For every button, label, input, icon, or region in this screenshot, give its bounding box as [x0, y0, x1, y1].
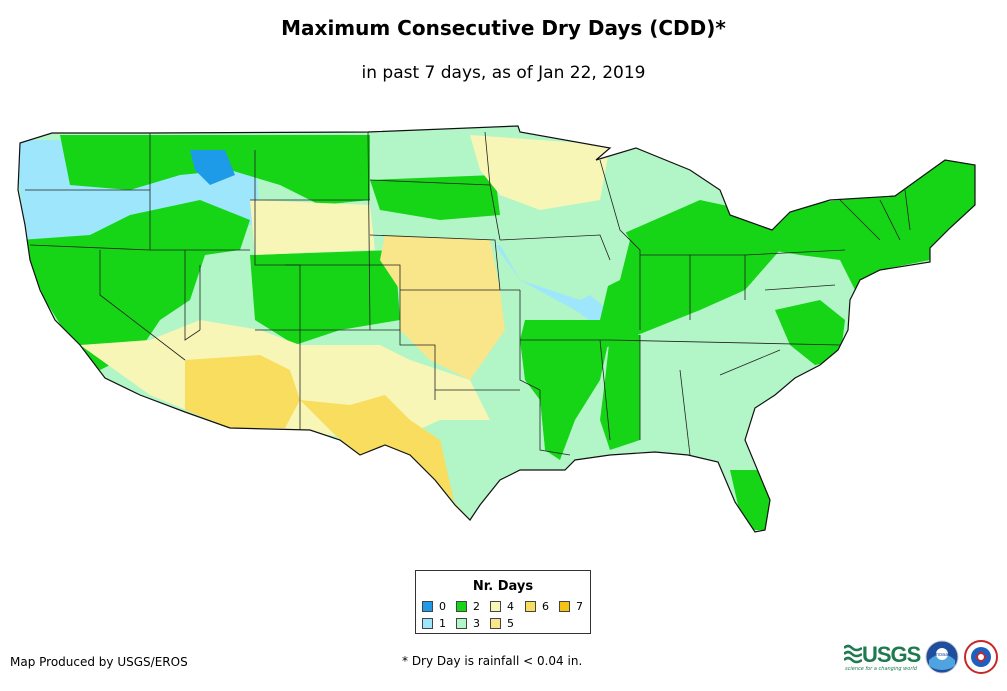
legend-label-5: 5: [507, 617, 514, 630]
zone-6-days-arizona: [185, 355, 300, 428]
nws-logo-icon: [964, 640, 998, 674]
zone-0-days-montana: [190, 150, 235, 185]
legend-label-7: 7: [576, 600, 583, 613]
legend-label-0: 0: [439, 600, 446, 613]
zone-2-days-mississippi-valley: [600, 335, 640, 450]
zone-2-days-north-plains: [370, 175, 500, 220]
state-boundaries: [25, 131, 911, 456]
legend-item-7: 7: [559, 600, 583, 613]
legend-swatch-0: [422, 601, 433, 612]
legend-label-4: 4: [507, 600, 514, 613]
legend-swatch-2: [456, 601, 467, 612]
zone-2-days-florida: [730, 470, 770, 530]
legend-item-5: 5: [490, 617, 514, 630]
noaa-logo-text: noaa: [936, 652, 948, 658]
map-title: Maximum Consecutive Dry Days (CDD)*: [281, 16, 726, 40]
zone-2-days-west: [20, 200, 250, 370]
usgs-logo: USGS: [862, 642, 921, 667]
noaa-logo-icon: noaa: [925, 640, 959, 674]
map-credit: Map Produced by USGS/EROS: [10, 655, 188, 669]
legend-item-6: 6: [525, 600, 549, 613]
legend-swatch-6: [525, 601, 536, 612]
legend-label-1: 1: [439, 617, 446, 630]
zone-3-days-southeast: [640, 345, 800, 455]
legend-title: Nr. Days: [472, 579, 534, 594]
legend-label-6: 6: [542, 600, 549, 613]
legend-swatch-5: [490, 618, 501, 629]
zone-2-days-northeast: [760, 160, 975, 290]
map-footnote: * Dry Day is rainfall < 0.04 in.: [402, 654, 583, 668]
zone-6-days-west-texas: [300, 395, 470, 520]
zone-2-days-arkansas: [520, 335, 610, 460]
usgs-tagline: science for a changing world: [845, 666, 917, 672]
map-legend: Nr. Days 0 1 2 3 4 5 6: [415, 570, 591, 634]
zone-3-days-iowa: [500, 205, 630, 300]
zone-5-days-nebraska: [380, 235, 500, 290]
legend-item-1: 1: [422, 617, 446, 630]
legend-item-3: 3: [456, 617, 480, 630]
zone-2-days-ohio-valley: [520, 200, 780, 350]
zone-2-days-carolinas: [775, 300, 845, 365]
legend-item-0: 0: [422, 600, 446, 613]
legend-swatch-1: [422, 618, 433, 629]
legend-label-3: 3: [473, 617, 480, 630]
us-outline: [17, 125, 976, 533]
legend-swatch-4: [490, 601, 501, 612]
zone-4-days-wyoming: [250, 200, 375, 255]
zone-3-days-east-texas: [470, 380, 545, 505]
legend-item-2: 2: [456, 600, 480, 613]
dry-day-zones: [18, 126, 975, 532]
zone-4-days-dakotas: [470, 135, 610, 210]
map-subtitle: in past 7 days, as of Jan 22, 2019: [361, 63, 646, 83]
agency-logos: USGS science for a changing world noaa: [842, 640, 1002, 680]
legend-label-2: 2: [473, 600, 480, 613]
usgs-wave-icon: [844, 644, 862, 664]
zone-5-days-oklahoma: [400, 290, 505, 380]
legend-swatch-3: [456, 618, 467, 629]
legend-item-4: 4: [490, 600, 514, 613]
legend-swatch-7: [559, 601, 570, 612]
zone-2-days-colorado: [250, 250, 400, 345]
